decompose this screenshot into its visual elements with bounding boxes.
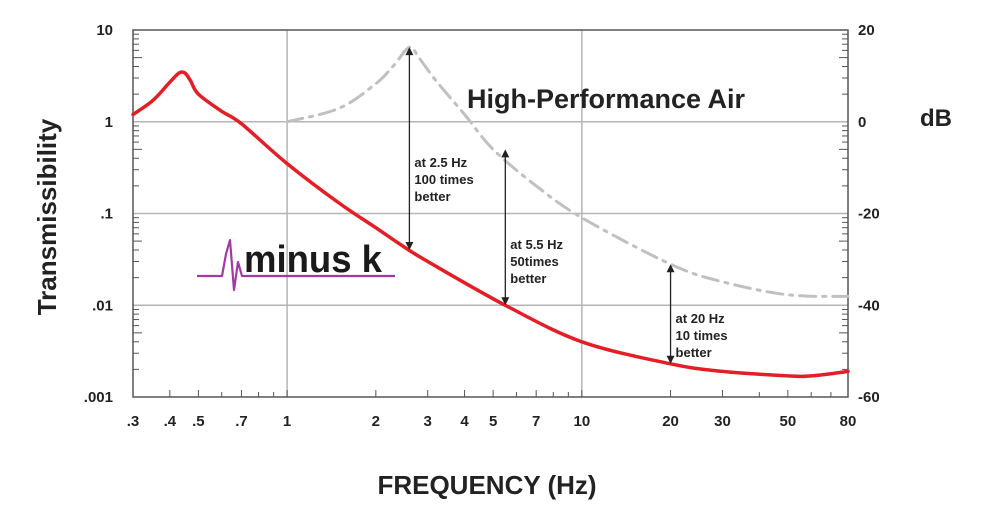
y2-tick-label: 20 bbox=[858, 22, 875, 39]
x-tick-label: .3 bbox=[127, 413, 140, 430]
annotation-label-line: 50times bbox=[510, 254, 558, 269]
y-axis-title: Transmissibility bbox=[32, 118, 62, 315]
annotation-arrows bbox=[405, 47, 675, 364]
y-tick-labels: 10 1 .1 .01 .001 bbox=[84, 22, 113, 406]
series-minus-k-line bbox=[131, 70, 850, 379]
x-axis-title: FREQUENCY (Hz) bbox=[377, 470, 596, 500]
arrow-head-up bbox=[501, 149, 510, 158]
x-tick-label: 1 bbox=[283, 413, 291, 430]
x-tick-label: 80 bbox=[840, 413, 857, 430]
annotation-labels: at 2.5 Hz 100 times better at 5.5 Hz 50times… bbox=[414, 155, 727, 360]
y2-tick-labels: 20 0 -20 -40 -60 bbox=[858, 22, 880, 406]
y-tick-label: .1 bbox=[100, 206, 113, 223]
x-tick-label: 4 bbox=[460, 413, 469, 430]
x-tick-label: .5 bbox=[192, 413, 205, 430]
annotation-label-line: at 5.5 Hz bbox=[510, 237, 563, 252]
logo-text: minus k bbox=[244, 239, 383, 281]
grid-lines bbox=[133, 30, 848, 397]
x-tick-label: 7 bbox=[532, 413, 540, 430]
x-tick-label: .7 bbox=[235, 413, 248, 430]
arrow-head-up bbox=[405, 47, 414, 56]
arrow-head-down bbox=[501, 297, 510, 306]
x-tick-labels: .3 .4 .5 .7 1 2 3 4 5 7 10 20 30 50 80 bbox=[127, 413, 857, 430]
plot-frame bbox=[132, 29, 849, 398]
arrow-head-up bbox=[666, 264, 675, 273]
series-label-high-performance-air: High-Performance Air bbox=[467, 84, 746, 114]
x-tick-label: 30 bbox=[714, 413, 731, 430]
x-tick-label: 2 bbox=[372, 413, 380, 430]
annotation-label-line: better bbox=[414, 189, 450, 204]
annotation-label-line: 100 times bbox=[414, 172, 473, 187]
x-tick-label: 5 bbox=[489, 413, 497, 430]
y2-tick-label: 0 bbox=[858, 114, 866, 131]
y2-axis-title: dB bbox=[920, 105, 952, 132]
x-tick-label: 50 bbox=[779, 413, 796, 430]
x-tick-label: .4 bbox=[164, 413, 177, 430]
annotation-label-line: better bbox=[510, 271, 546, 286]
minus-k-logo: minus k bbox=[197, 238, 395, 292]
series-high-performance-air-line bbox=[285, 45, 850, 298]
arrow-head-down bbox=[666, 355, 675, 364]
annotation-label-line: 10 times bbox=[676, 328, 728, 343]
y-tick-label: 10 bbox=[96, 22, 113, 39]
logo-pulse-icon bbox=[197, 238, 395, 292]
arrow-head-down bbox=[405, 242, 414, 251]
series-layer bbox=[131, 45, 850, 379]
x-tick-label: 10 bbox=[573, 413, 590, 430]
x-tick-label: 3 bbox=[424, 413, 432, 430]
y2-tick-label: -40 bbox=[858, 297, 880, 314]
y-tick-label: .01 bbox=[92, 297, 113, 314]
annotation-label-line: better bbox=[676, 345, 712, 360]
y-tick-label: .001 bbox=[84, 389, 113, 406]
x-tick-label: 20 bbox=[662, 413, 679, 430]
annotation-label-line: at 20 Hz bbox=[676, 311, 726, 326]
annotation-label-line: at 2.5 Hz bbox=[414, 155, 467, 170]
y2-tick-label: -20 bbox=[858, 206, 880, 223]
y-tick-label: 1 bbox=[105, 114, 113, 131]
y2-tick-label: -60 bbox=[858, 389, 880, 406]
